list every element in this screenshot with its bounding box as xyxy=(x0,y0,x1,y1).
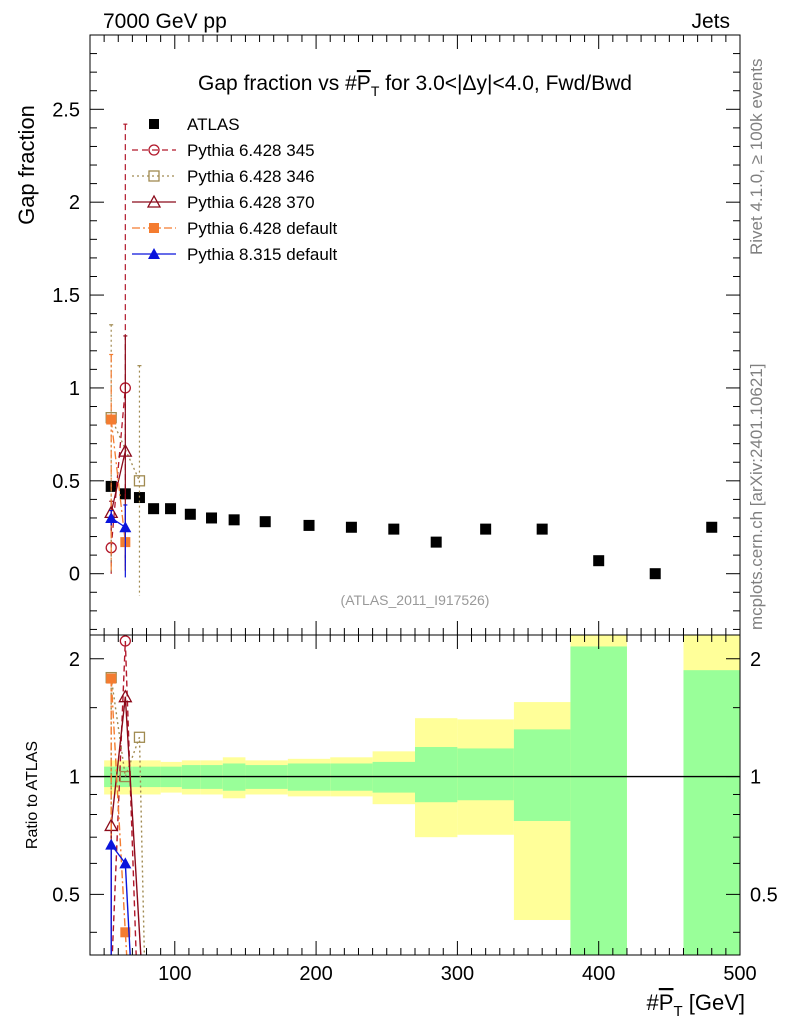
atlas-point xyxy=(430,536,442,548)
mc-point xyxy=(105,511,118,523)
ratio-point xyxy=(106,673,117,684)
atlas-point xyxy=(184,508,196,520)
mc-point xyxy=(119,521,132,533)
mc-point xyxy=(106,414,117,425)
ratio-line xyxy=(110,696,142,955)
atlas-point xyxy=(228,514,240,526)
legend-label: Pythia 8.315 default xyxy=(187,245,338,264)
ratio-y-tick-label: 2 xyxy=(69,649,80,671)
uncertainty-band-stat xyxy=(513,729,571,821)
x-tick-label: 300 xyxy=(441,963,474,985)
mc-line xyxy=(110,419,126,543)
atlas-point xyxy=(345,521,357,533)
uncertainty-band-stat xyxy=(457,748,514,801)
mc-series-5 xyxy=(105,504,132,578)
y-tick-label: 1 xyxy=(69,378,80,400)
ratio-y-tick-label-right: 2 xyxy=(750,649,761,671)
x-tick-label: 100 xyxy=(158,963,191,985)
atlas-point xyxy=(259,516,271,528)
uncertainty-band-stat xyxy=(372,761,415,793)
legend-label: Pythia 6.428 default xyxy=(187,219,338,238)
ratio-point xyxy=(119,635,131,647)
ratio-y-tick-label: 0.5 xyxy=(52,884,80,906)
chart-title: Gap fraction vs #PT for 3.0<|Δy|<4.0, Fw… xyxy=(198,72,632,99)
uncertainty-band-stat xyxy=(683,670,740,955)
uncertainty-band-stat xyxy=(570,646,627,955)
y-tick-label: 0.5 xyxy=(52,471,80,493)
analysis-watermark: (ATLAS_2011_I917526) xyxy=(341,592,490,608)
uncertainty-band-stat xyxy=(415,747,458,803)
legend-label: ATLAS xyxy=(187,115,240,134)
mc-point xyxy=(133,475,146,487)
atlas-point xyxy=(206,512,218,524)
legend-marker xyxy=(148,144,160,156)
main-panel: 0 0.5 1 1.5 2 2.5 ATLAS Pythia 6.428 345 Pythia… xyxy=(52,34,741,636)
ratio-point xyxy=(105,838,118,850)
atlas-point xyxy=(148,503,160,515)
header-process: Jets xyxy=(691,10,730,33)
ratio-point xyxy=(119,857,132,869)
mc-line xyxy=(110,450,126,513)
y-tick-label: 2.5 xyxy=(52,99,80,121)
ratio-point xyxy=(133,731,146,743)
y-tick-label: 2 xyxy=(69,192,80,214)
atlas-point xyxy=(480,523,492,535)
atlas-point xyxy=(593,555,605,567)
legend-marker xyxy=(148,248,160,259)
ratio-series-1 xyxy=(111,635,137,955)
main-ylabel: Gap fraction xyxy=(14,105,39,225)
atlas-point xyxy=(706,521,718,533)
mc-line xyxy=(110,387,126,548)
x-axis-label: #PT [GeV] xyxy=(647,990,745,1020)
mcplots-label: mcplots.cern.ch [arXiv:2401.10621] xyxy=(747,364,766,630)
ratio-y-tick-label-right: 0.5 xyxy=(750,884,778,906)
legend: ATLAS Pythia 6.428 345 Pythia 6.428 346 Pyt… xyxy=(132,115,338,264)
rivet-version-label: Rivet 4.1.0, ≥ 100k events xyxy=(747,59,766,255)
legend-label: Pythia 6.428 346 xyxy=(187,167,315,186)
ratio-y-tick-label: 1 xyxy=(69,767,80,789)
atlas-point xyxy=(165,503,177,515)
x-tick-label: 400 xyxy=(582,963,615,985)
ratio-y-tick-label-right: 1 xyxy=(750,767,761,789)
mc-point xyxy=(118,443,133,457)
atlas-point xyxy=(649,568,661,580)
legend-label: Pythia 6.428 370 xyxy=(187,193,315,212)
legend-marker xyxy=(146,194,162,208)
atlas-point xyxy=(303,519,315,531)
x-tick-label: 500 xyxy=(723,963,756,985)
ratio-ylabel: Ratio to ATLAS xyxy=(24,741,41,849)
y-tick-label: 1.5 xyxy=(52,285,80,307)
atlas-point xyxy=(388,523,400,535)
mc-series-1 xyxy=(105,123,131,574)
ratio-panel: 0.5 0.5 1 1 2 2 100 200 300 400 500 xyxy=(52,634,778,985)
y-tick-label: 0 xyxy=(69,564,80,586)
legend-marker xyxy=(149,223,159,233)
x-tick-label: 200 xyxy=(299,963,332,985)
atlas-point xyxy=(536,523,548,535)
ratio-line xyxy=(110,678,128,955)
legend-label: Pythia 6.428 345 xyxy=(187,141,315,160)
ratio-point xyxy=(118,689,133,703)
ratio-line xyxy=(110,677,146,955)
legend-marker xyxy=(149,119,159,129)
ratio-point xyxy=(120,927,131,938)
ratio-line xyxy=(111,640,137,955)
ratio-series-5 xyxy=(105,838,132,955)
mc-line xyxy=(110,417,141,482)
legend-marker xyxy=(148,170,160,182)
header-energy: 7000 GeV pp xyxy=(103,10,227,33)
